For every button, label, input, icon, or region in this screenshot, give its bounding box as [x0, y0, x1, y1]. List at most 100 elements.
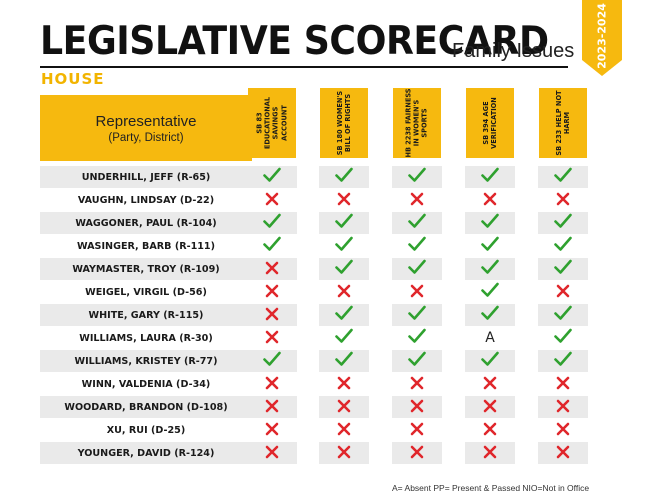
vote-cell [465, 212, 515, 234]
vote-cell [319, 419, 369, 441]
representative-name: YOUNGER, DAVID (R-124) [40, 442, 252, 464]
vote-cell [247, 373, 297, 395]
vote-cell [247, 350, 297, 372]
chamber-label: HOUSE [41, 70, 105, 88]
bill-header-label: SB 180 WOMEN'S BILL OF RIGHTS [335, 90, 352, 156]
x-icon [265, 375, 279, 394]
representative-name: WINN, VALDENIA (D-34) [81, 378, 211, 390]
x-icon [337, 421, 351, 440]
vote-cell [319, 189, 369, 211]
vote-cell [465, 235, 515, 257]
x-icon [265, 191, 279, 210]
vote-cell: A [465, 327, 515, 349]
x-icon [410, 421, 424, 440]
bill-header-label: SB 394 AGE VERIFICATION [481, 97, 498, 149]
x-icon [556, 398, 570, 417]
vote-cell [538, 235, 588, 257]
vote-cell [392, 396, 442, 418]
representative-name: XU, RUI (D-25) [106, 424, 186, 436]
check-icon [554, 351, 572, 371]
table-row: WAYMASTER, TROY (R-109) [40, 258, 590, 280]
x-icon [556, 421, 570, 440]
x-icon [265, 306, 279, 325]
check-icon [263, 236, 281, 256]
table-row: WEIGEL, VIRGIL (D-56) [40, 281, 590, 303]
x-icon [556, 191, 570, 210]
bill-header-1: SB 180 WOMEN'S BILL OF RIGHTS [320, 88, 368, 158]
vote-cell [538, 350, 588, 372]
x-icon [265, 329, 279, 348]
x-icon [483, 421, 497, 440]
table-row: YOUNGER, DAVID (R-124) [40, 442, 590, 464]
x-icon [337, 283, 351, 302]
table-row: WASINGER, BARB (R-111) [40, 235, 590, 257]
x-icon [556, 283, 570, 302]
vote-cell [465, 396, 515, 418]
vote-cell [319, 304, 369, 326]
vote-cell [465, 350, 515, 372]
vote-cell [465, 258, 515, 280]
bill-header-4: SB 233 HELP NOT HARM [539, 88, 587, 158]
vote-cell [247, 396, 297, 418]
check-icon [335, 305, 353, 325]
vote-cell [538, 327, 588, 349]
vote-status-text: A [485, 330, 495, 346]
vote-cell [392, 258, 442, 280]
vote-cell [392, 373, 442, 395]
check-icon [481, 259, 499, 279]
check-icon [335, 213, 353, 233]
bill-header-3: SB 394 AGE VERIFICATION [466, 88, 514, 158]
bill-header-label: SB 233 HELP NOT HARM [554, 90, 571, 156]
representative-name: WEIGEL, VIRGIL (D-56) [85, 286, 207, 298]
vote-cell [392, 166, 442, 188]
vote-cell [392, 327, 442, 349]
check-icon [335, 259, 353, 279]
representative-name: WAYMASTER, TROY (R-109) [40, 258, 252, 280]
x-icon [337, 375, 351, 394]
check-icon [408, 259, 426, 279]
vote-cell [247, 212, 297, 234]
representative-name: WHITE, GARY (R-115) [40, 304, 252, 326]
check-icon [554, 236, 572, 256]
representative-header-title: Representative [95, 112, 197, 130]
table-row: WINN, VALDENIA (D-34) [40, 373, 590, 395]
check-icon [408, 167, 426, 187]
check-icon [335, 236, 353, 256]
table-row: WOODARD, BRANDON (D-108) [40, 396, 590, 418]
bill-header-label: HB 2238 FAIRNESS IN WOMEN'S SPORTS [404, 88, 430, 158]
vote-cell [247, 327, 297, 349]
check-icon [481, 305, 499, 325]
check-icon [408, 213, 426, 233]
check-icon [263, 213, 281, 233]
representative-name: WASINGER, BARB (R-111) [76, 240, 215, 252]
vote-cell [538, 373, 588, 395]
x-icon [410, 375, 424, 394]
vote-cell [465, 281, 515, 303]
vote-cell [392, 189, 442, 211]
check-icon [554, 213, 572, 233]
check-icon [335, 351, 353, 371]
representative-name: WAGGONER, PAUL (R-104) [40, 212, 252, 234]
vote-cell [538, 166, 588, 188]
x-icon [265, 283, 279, 302]
check-icon [554, 167, 572, 187]
table-row: VAUGHN, LINDSAY (D-22) [40, 189, 590, 211]
table-row: WILLIAMS, KRISTEY (R-77) [40, 350, 590, 372]
check-icon [408, 236, 426, 256]
x-icon [410, 398, 424, 417]
representative-header-subtitle: (Party, District) [108, 131, 184, 144]
vote-cell [319, 373, 369, 395]
check-icon [554, 259, 572, 279]
representative-name: UNDERHILL, JEFF (R-65) [40, 166, 252, 188]
vote-cell [465, 442, 515, 464]
x-icon [410, 444, 424, 463]
table-row: XU, RUI (D-25) [40, 419, 590, 441]
representative-header: Representative (Party, District) [40, 95, 252, 161]
vote-cell [392, 281, 442, 303]
vote-cell [392, 235, 442, 257]
vote-cell [319, 442, 369, 464]
bill-header-label: SB 83 EDUCATIONAL SAVINGS ACCOUNT [255, 96, 289, 150]
vote-cell [319, 281, 369, 303]
x-icon [483, 444, 497, 463]
x-icon [265, 398, 279, 417]
